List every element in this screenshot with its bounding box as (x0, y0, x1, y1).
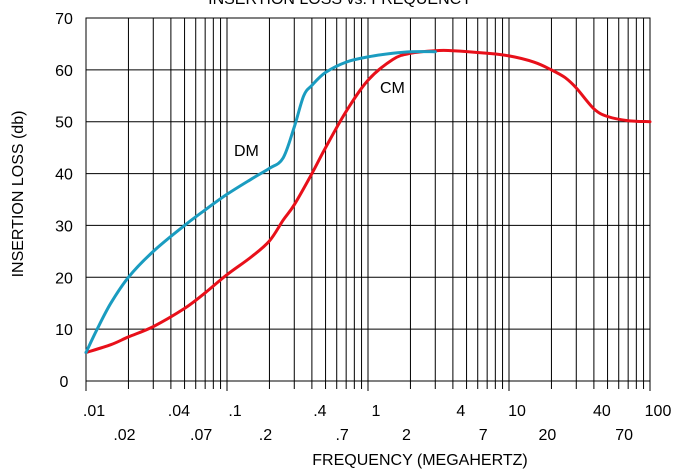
x-tick-label: 40 (593, 403, 611, 420)
series-label-cm: CM (380, 80, 405, 97)
grid (85, 17, 651, 391)
chart-title: INSERTION LOSS vs. FREQUENCY (208, 0, 472, 8)
x-tick-label: .01 (83, 403, 105, 420)
y-tick-label: 20 (55, 270, 73, 287)
series-line-dm (84, 50, 437, 354)
x-tick-label: 1 (372, 403, 381, 420)
series-lines (84, 48, 652, 354)
y-tick-label: 0 (60, 374, 69, 391)
x-tick-label: .4 (313, 403, 326, 420)
x-tick-label: .7 (335, 427, 348, 444)
x-tick-label: .04 (168, 403, 190, 420)
y-tick-label: 60 (55, 63, 73, 80)
y-tick-label: 40 (55, 167, 73, 184)
series-label-dm: DM (234, 143, 259, 160)
y-axis-label: INSERTION LOSS (db) (10, 111, 27, 278)
x-tick-label: 20 (539, 427, 557, 444)
y-axis-tick-labels: 0 10 20 30 40 50 60 70 (55, 11, 73, 391)
x-axis-tick-labels: .01 .04 .1 .4 1 4 10 40 100 .02 .07 .2 .7 2 7 20 70 (83, 403, 672, 444)
x-tick-label: .2 (259, 427, 272, 444)
x-axis-label: FREQUENCY (MEGAHERTZ) (312, 452, 527, 469)
y-tick-label: 10 (55, 322, 73, 339)
x-tick-label: .07 (190, 427, 212, 444)
x-tick-label: 10 (508, 403, 526, 420)
y-tick-label: 70 (55, 11, 73, 28)
x-tick-label: 100 (645, 403, 672, 420)
y-tick-label: 50 (55, 115, 73, 132)
x-tick-label: 7 (479, 427, 488, 444)
series-line-cm (84, 48, 652, 354)
x-tick-label: 4 (456, 403, 465, 420)
x-tick-label: .02 (113, 427, 135, 444)
x-tick-label: 70 (615, 427, 633, 444)
x-tick-label: .1 (228, 403, 241, 420)
y-tick-label: 30 (55, 218, 73, 235)
x-tick-label: 2 (402, 427, 411, 444)
